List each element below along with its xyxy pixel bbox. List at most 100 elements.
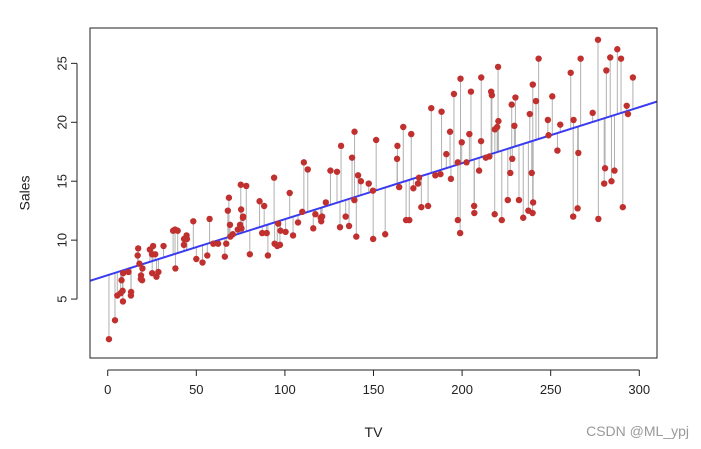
- data-point: [381, 231, 389, 238]
- data-point: [342, 213, 349, 220]
- data-point: [125, 268, 132, 276]
- data-point: [282, 228, 289, 236]
- data-point: [237, 206, 245, 213]
- data-point: [134, 245, 142, 252]
- data-point: [415, 174, 423, 181]
- data-point: [286, 189, 293, 197]
- data-point: [310, 225, 317, 232]
- data-point: [238, 225, 245, 232]
- data-point: [569, 213, 577, 220]
- data-point: [294, 219, 302, 226]
- x-axis-title: TV: [365, 424, 384, 440]
- watermark: CSDN @ML_ypj: [586, 423, 689, 439]
- data-point: [488, 91, 496, 99]
- data-point: [304, 166, 311, 173]
- data-point: [454, 159, 462, 166]
- data-point: [504, 196, 512, 204]
- data-point: [595, 215, 602, 223]
- data-point: [608, 178, 615, 185]
- data-point: [512, 94, 519, 101]
- data-point: [478, 74, 485, 81]
- data-point: [337, 142, 345, 150]
- data-point: [345, 222, 353, 230]
- data-point: [119, 287, 126, 295]
- data-point: [174, 227, 181, 234]
- data-point: [498, 216, 505, 224]
- axes: 0 50 100 150 200 250 300 5 10 15 20 25 TV Sales: [17, 27, 658, 440]
- data-point: [515, 196, 523, 204]
- data-point: [393, 155, 401, 163]
- data-point: [432, 172, 439, 179]
- data-point: [509, 155, 516, 163]
- data-point: [276, 241, 284, 249]
- data-point: [410, 185, 417, 192]
- data-point: [353, 233, 360, 240]
- data-point: [507, 169, 514, 177]
- data-point: [457, 75, 464, 82]
- data-point: [554, 147, 561, 154]
- data-point: [424, 202, 432, 210]
- data-point: [617, 55, 625, 62]
- data-point: [529, 199, 537, 206]
- data-point: [318, 213, 326, 220]
- data-point: [193, 255, 200, 263]
- data-point: [467, 88, 475, 95]
- data-point: [567, 69, 574, 76]
- data-point: [365, 180, 372, 187]
- data-point: [180, 241, 188, 249]
- data-point: [155, 268, 162, 276]
- data-point: [152, 251, 159, 258]
- data-point: [259, 229, 266, 237]
- data-point: [603, 67, 610, 74]
- data-point: [400, 123, 407, 131]
- data-point: [127, 288, 135, 296]
- data-point: [549, 93, 556, 100]
- data-points: [105, 36, 637, 343]
- data-point: [508, 101, 515, 108]
- data-point: [454, 216, 462, 224]
- data-point: [486, 153, 493, 160]
- data-point: [183, 235, 191, 243]
- data-point: [172, 265, 179, 272]
- data-point: [577, 55, 584, 62]
- data-point: [299, 208, 306, 216]
- data-point: [134, 252, 141, 259]
- data-point: [214, 240, 222, 247]
- data-point: [136, 260, 143, 267]
- x-tick-label: 0: [104, 382, 111, 397]
- data-point: [160, 242, 167, 250]
- data-point: [575, 149, 582, 157]
- data-point: [408, 130, 415, 138]
- data-point: [237, 181, 244, 188]
- data-point: [471, 209, 478, 217]
- data-point: [111, 317, 119, 324]
- data-point: [594, 36, 602, 43]
- data-point: [204, 252, 211, 259]
- data-point: [447, 175, 455, 183]
- data-point: [614, 46, 621, 53]
- data-point: [327, 167, 334, 174]
- data-point: [260, 202, 268, 210]
- data-point: [629, 74, 637, 81]
- data-point: [418, 203, 425, 211]
- data-point: [589, 109, 596, 117]
- data-point: [544, 116, 552, 124]
- data-point: [395, 183, 403, 191]
- data-point: [406, 216, 413, 224]
- data-point: [607, 54, 614, 61]
- data-point: [264, 252, 272, 259]
- data-point: [491, 211, 498, 218]
- data-point: [369, 187, 377, 194]
- x-tick-label: 150: [363, 382, 385, 397]
- data-point: [263, 229, 270, 237]
- data-point: [532, 97, 540, 105]
- y-tick-label: 10: [54, 233, 69, 247]
- data-point: [119, 269, 127, 277]
- x-tick-label: 50: [189, 382, 203, 397]
- data-point: [210, 240, 217, 247]
- data-point: [529, 81, 536, 88]
- data-point: [148, 269, 156, 277]
- data-point: [224, 207, 232, 214]
- data-point: [624, 110, 632, 118]
